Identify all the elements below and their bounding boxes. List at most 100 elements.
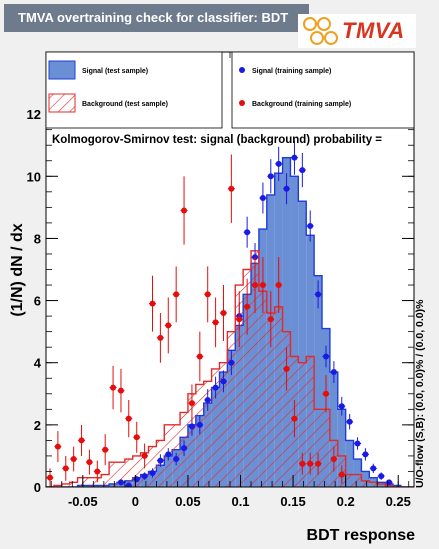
background-test-hist-bar xyxy=(77,477,86,487)
background-test-hist-bar xyxy=(101,474,110,487)
signal-train-point xyxy=(157,457,164,464)
background-test-hist-bar xyxy=(235,285,244,487)
background-test-hist-bar xyxy=(314,409,322,487)
y-tick-label: 0 xyxy=(34,480,41,495)
background-test-hist-bar xyxy=(266,313,275,487)
signal-train-point xyxy=(315,291,322,298)
background-test-hist-bar xyxy=(361,480,370,487)
background-test-hist-bar xyxy=(187,393,196,487)
signal-train-point xyxy=(346,418,353,425)
signal-test-hist-bar xyxy=(337,409,346,487)
signal-train-point xyxy=(117,479,124,486)
background-train-point xyxy=(315,460,322,467)
background-train-point xyxy=(244,303,251,310)
signal-test-hist-bar xyxy=(329,372,338,487)
background-test-hist-bar xyxy=(274,306,283,487)
ks-test-annotation: Kolmogorov-Smirnov test: signal (backgro… xyxy=(52,134,382,146)
background-train-point xyxy=(117,387,124,394)
background-test-hist-bar xyxy=(298,362,307,487)
background-train-point xyxy=(188,400,195,407)
signal-train-point xyxy=(228,359,235,366)
signal-test-hist-bar xyxy=(353,459,362,487)
signal-test-hist-bar xyxy=(345,440,354,487)
background-test-hist-bar xyxy=(369,482,378,487)
background-test-hist-bar xyxy=(219,362,228,487)
legend-signal-train-marker xyxy=(239,67,245,73)
background-test-hist-bar xyxy=(203,381,212,487)
background-train-point xyxy=(110,384,117,391)
background-test-hist-bar xyxy=(85,477,94,487)
y-tick-label: 10 xyxy=(27,169,41,184)
background-test-hist-bar xyxy=(148,446,157,487)
background-train-point xyxy=(62,465,69,472)
overflow-label: U/O-flow (S,B): (0.0, 0.0)% / (0.0, 0.0)… xyxy=(414,299,426,488)
x-axis-label: BDT response xyxy=(307,527,416,544)
y-tick-label: 12 xyxy=(27,107,41,122)
background-train-point xyxy=(338,471,345,478)
signal-train-point xyxy=(133,476,140,483)
legend-background-test-swatch xyxy=(48,93,76,113)
background-train-point xyxy=(141,452,148,459)
background-test-hist-bar xyxy=(306,356,315,487)
x-tick-label: -0.05 xyxy=(68,494,98,509)
background-train-point xyxy=(173,291,180,298)
background-train-point xyxy=(78,437,85,444)
background-train-point xyxy=(125,415,132,422)
background-train-point xyxy=(196,353,203,360)
signal-train-point xyxy=(188,423,195,430)
background-train-point xyxy=(283,365,290,372)
background-train-point xyxy=(54,443,61,450)
signal-train-point xyxy=(173,456,180,463)
background-test-hist-bar xyxy=(140,452,149,487)
background-train-point xyxy=(102,446,109,453)
background-test-hist-bar xyxy=(345,474,354,487)
background-train-point xyxy=(157,334,164,341)
background-train-point xyxy=(181,207,188,214)
background-train-point xyxy=(204,291,211,298)
background-test-hist-bar xyxy=(53,485,62,487)
legend-background-train-label: Background (training sample) xyxy=(252,101,351,108)
background-test-hist-bar xyxy=(109,462,117,487)
x-tick-label: 0.2 xyxy=(337,494,355,509)
signal-test-hist-bar xyxy=(361,471,370,487)
signal-train-point xyxy=(196,421,203,428)
signal-train-point xyxy=(291,154,298,161)
background-train-point xyxy=(165,322,172,329)
signal-train-point xyxy=(259,195,266,202)
x-tick-label: 0.25 xyxy=(386,494,411,509)
background-test-hist-bar xyxy=(353,474,362,487)
signal-train-point xyxy=(299,167,306,174)
background-test-hist-bar xyxy=(377,483,386,487)
background-test-hist-bar xyxy=(61,483,70,487)
legend-signal-test-label: Signal (test sample) xyxy=(82,68,148,75)
background-train-point xyxy=(133,434,140,441)
signal-train-point xyxy=(378,473,385,480)
background-train-point xyxy=(46,474,53,481)
background-train-point xyxy=(149,300,156,307)
background-train-point xyxy=(86,459,93,466)
background-train-point xyxy=(299,460,306,467)
y-tick-label: 8 xyxy=(34,231,41,246)
signal-train-point xyxy=(330,369,337,376)
background-train-point xyxy=(212,319,219,326)
y-tick-label: 4 xyxy=(34,356,42,371)
signal-train-point xyxy=(204,397,211,403)
signal-test-hist-bar xyxy=(392,485,401,487)
background-train-point xyxy=(94,468,101,475)
legend: Signal (test sample) Background (test sa… xyxy=(45,51,415,129)
chart-title: TMVA overtraining check for classifier: … xyxy=(4,4,309,32)
tmva-logo: TMVA xyxy=(298,14,416,48)
signal-train-point xyxy=(386,479,393,486)
background-test-hist-bar xyxy=(243,269,252,487)
background-test-hist-bar xyxy=(195,384,204,487)
signal-test-hist-bar xyxy=(314,275,322,487)
background-train-point xyxy=(291,415,298,422)
background-train-point xyxy=(322,390,329,397)
signal-train-point xyxy=(212,384,219,391)
signal-train-point xyxy=(149,470,156,477)
logo-circles-icon xyxy=(303,17,338,45)
signal-train-point xyxy=(322,353,329,360)
background-train-point xyxy=(228,185,235,192)
background-test-hist-bar xyxy=(69,482,78,487)
y-tick-label: 6 xyxy=(34,294,41,309)
